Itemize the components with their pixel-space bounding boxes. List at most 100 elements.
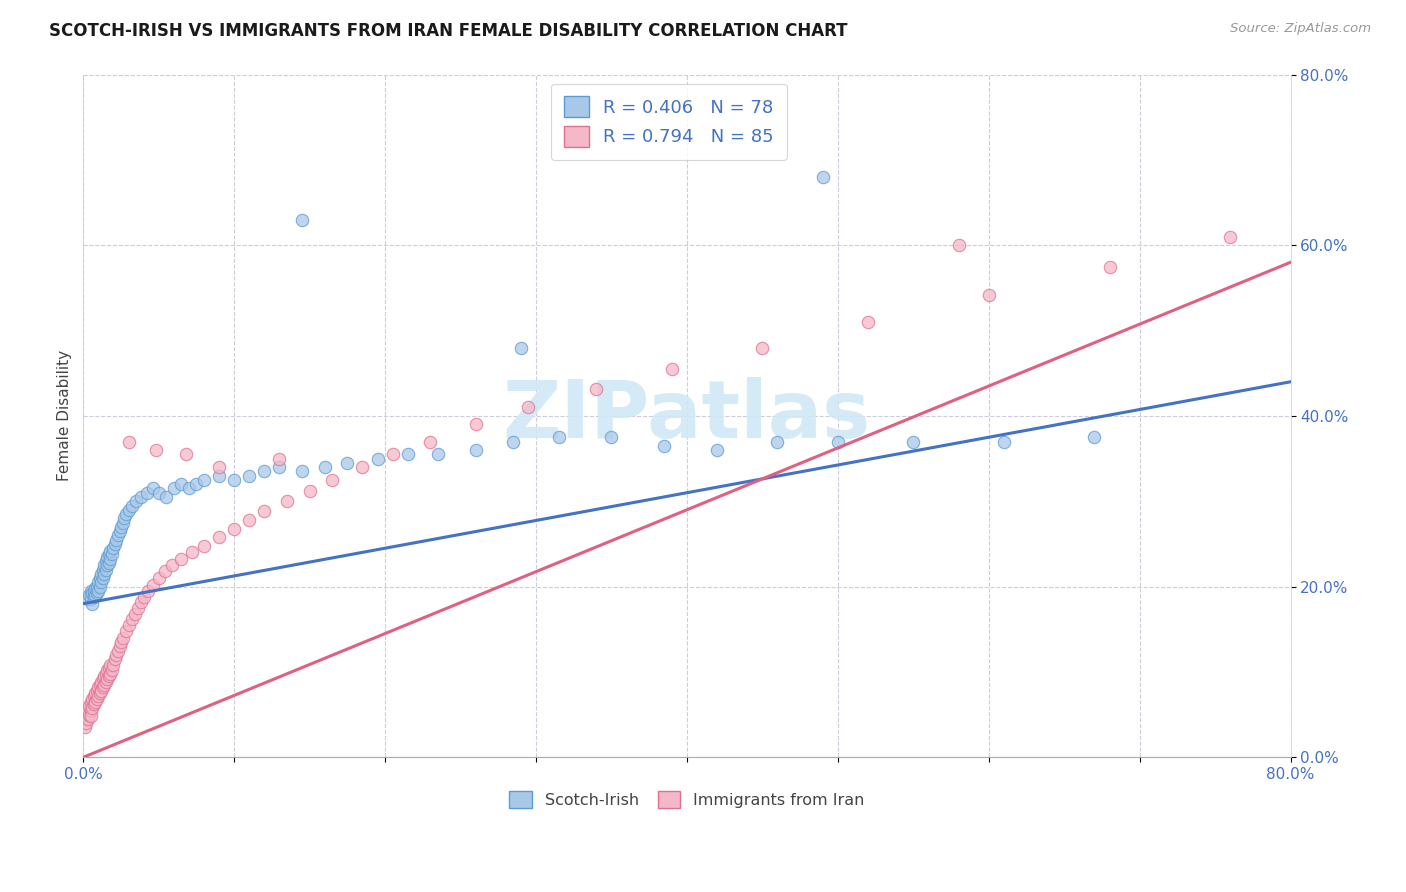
- Point: [73, 712, 96, 726]
- Point: [80, 709, 103, 723]
- Point: [76, 592, 98, 607]
- Point: [181, 545, 204, 559]
- Point: [104, 652, 127, 666]
- Point: [367, 451, 389, 466]
- Point: [652, 439, 675, 453]
- Point: [145, 443, 167, 458]
- Point: [125, 494, 148, 508]
- Point: [73, 720, 96, 734]
- Point: [186, 477, 208, 491]
- Point: [253, 464, 276, 478]
- Point: [298, 483, 321, 498]
- Point: [174, 447, 197, 461]
- Point: [1219, 229, 1241, 244]
- Point: [90, 566, 112, 581]
- Point: [89, 580, 111, 594]
- Point: [80, 583, 103, 598]
- Point: [1098, 260, 1121, 274]
- Point: [86, 692, 108, 706]
- Point: [148, 485, 170, 500]
- Point: [121, 612, 143, 626]
- Point: [510, 341, 533, 355]
- Point: [142, 578, 165, 592]
- Point: [136, 583, 159, 598]
- Point: [93, 678, 115, 692]
- Text: Source: ZipAtlas.com: Source: ZipAtlas.com: [1230, 22, 1371, 36]
- Point: [751, 341, 773, 355]
- Point: [76, 712, 98, 726]
- Point: [91, 571, 114, 585]
- Point: [79, 707, 101, 722]
- Point: [82, 597, 104, 611]
- Point: [170, 552, 193, 566]
- Point: [94, 554, 117, 568]
- Point: [977, 287, 1000, 301]
- Point: [90, 575, 112, 590]
- Point: [89, 686, 111, 700]
- Point: [79, 588, 101, 602]
- Point: [547, 430, 569, 444]
- Point: [83, 590, 105, 604]
- Point: [314, 460, 336, 475]
- Text: SCOTCH-IRISH VS IMMIGRANTS FROM IRAN FEMALE DISABILITY CORRELATION CHART: SCOTCH-IRISH VS IMMIGRANTS FROM IRAN FEM…: [49, 22, 848, 40]
- Point: [89, 678, 111, 692]
- Point: [103, 658, 125, 673]
- Point: [90, 675, 112, 690]
- Point: [117, 434, 139, 449]
- Point: [193, 473, 215, 487]
- Point: [336, 456, 359, 470]
- Point: [91, 681, 114, 695]
- Point: [208, 460, 231, 475]
- Point: [153, 564, 176, 578]
- Point: [129, 595, 152, 609]
- Point: [224, 473, 246, 487]
- Point: [87, 689, 110, 703]
- Point: [269, 451, 291, 466]
- Legend: Scotch-Irish, Immigrants from Iran: Scotch-Irish, Immigrants from Iran: [503, 785, 870, 814]
- Point: [464, 417, 486, 432]
- Point: [108, 524, 131, 538]
- Point: [163, 482, 186, 496]
- Point: [396, 447, 419, 461]
- Point: [124, 607, 146, 621]
- Point: [94, 562, 117, 576]
- Point: [84, 686, 107, 700]
- Point: [766, 434, 789, 449]
- Point: [600, 430, 623, 444]
- Point: [291, 464, 314, 478]
- Point: [111, 631, 134, 645]
- Point: [132, 590, 155, 604]
- Point: [224, 522, 246, 536]
- Point: [129, 490, 152, 504]
- Point: [82, 692, 104, 706]
- Point: [87, 583, 110, 598]
- Point: [142, 482, 165, 496]
- Point: [82, 700, 104, 714]
- Point: [208, 468, 231, 483]
- Point: [94, 675, 117, 690]
- Point: [105, 533, 128, 547]
- Point: [84, 588, 107, 602]
- Point: [148, 571, 170, 585]
- Point: [83, 698, 105, 712]
- Point: [96, 558, 118, 573]
- Point: [993, 434, 1015, 449]
- Point: [84, 582, 107, 596]
- Point: [75, 707, 97, 722]
- Point: [93, 669, 115, 683]
- Point: [83, 583, 105, 598]
- Point: [94, 666, 117, 681]
- Point: [464, 443, 486, 458]
- Point: [117, 618, 139, 632]
- Point: [114, 507, 136, 521]
- Point: [97, 669, 120, 683]
- Point: [112, 511, 135, 525]
- Point: [110, 635, 132, 649]
- Point: [585, 382, 607, 396]
- Point: [121, 499, 143, 513]
- Point: [253, 504, 276, 518]
- Point: [193, 539, 215, 553]
- Point: [948, 238, 970, 252]
- Point: [80, 695, 103, 709]
- Point: [96, 549, 118, 564]
